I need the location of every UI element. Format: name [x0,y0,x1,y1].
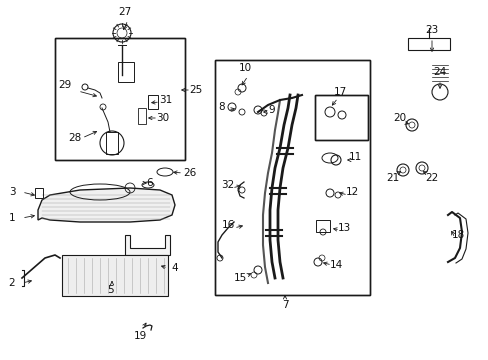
Text: 15: 15 [233,273,246,283]
Text: 17: 17 [333,87,346,97]
Text: 25: 25 [189,85,202,95]
Text: 24: 24 [432,67,446,77]
Bar [315,220,329,232]
Bar [215,60,369,295]
Bar [118,62,134,82]
Text: 21: 21 [386,173,399,183]
Text: 27: 27 [118,7,131,17]
Bar [215,60,369,295]
Text: 18: 18 [450,230,464,240]
Text: 31: 31 [159,95,172,105]
Bar [55,38,184,160]
Polygon shape [125,235,170,255]
Bar [407,38,449,50]
Bar [138,108,146,124]
Text: 1: 1 [9,213,15,223]
Text: 9: 9 [268,105,275,115]
Bar [55,38,184,160]
Text: 20: 20 [393,113,406,123]
Text: 13: 13 [337,223,350,233]
Text: 5: 5 [106,285,113,295]
Text: 8: 8 [218,102,225,112]
Text: 30: 30 [156,113,169,123]
Text: 10: 10 [238,63,251,73]
Text: 7: 7 [281,300,288,310]
Bar [314,95,367,140]
Text: 12: 12 [345,187,358,197]
Polygon shape [38,188,175,222]
Text: 22: 22 [425,173,438,183]
Text: 19: 19 [133,331,146,341]
Text: 11: 11 [347,152,361,162]
Text: 26: 26 [183,168,196,178]
Text: 32: 32 [221,180,234,190]
Bar [314,95,367,140]
Bar [148,95,158,109]
Text: 29: 29 [58,80,71,90]
Text: 3: 3 [9,187,15,197]
Text: 23: 23 [425,25,438,35]
Text: 14: 14 [329,260,342,270]
Bar [35,188,43,198]
Text: 2: 2 [9,278,15,288]
Text: 6: 6 [146,178,153,188]
Polygon shape [62,255,168,296]
Text: 28: 28 [68,133,81,143]
Bar [106,132,118,154]
Text: 16: 16 [221,220,234,230]
Text: 4: 4 [171,263,178,273]
